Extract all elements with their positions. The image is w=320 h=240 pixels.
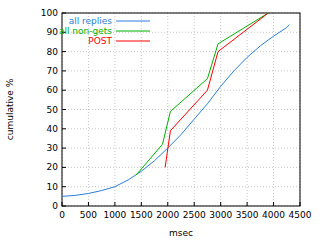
grid-line	[62, 148, 300, 149]
tick-label: 1000	[103, 210, 126, 220]
tick-label: 2000	[156, 210, 179, 220]
tick-label: 10	[47, 182, 59, 192]
tick-label: 60	[47, 85, 59, 95]
tick-label: 500	[80, 210, 97, 220]
tick	[62, 128, 66, 129]
tick-label: 70	[47, 66, 59, 76]
tick-label: 0	[52, 201, 58, 211]
tick	[62, 167, 66, 168]
grid-line	[273, 13, 274, 206]
legend-label: POST	[88, 36, 112, 46]
grid-line	[62, 186, 300, 187]
legend-label: all non-gets	[59, 26, 112, 36]
grid-line	[114, 13, 115, 206]
tick	[62, 90, 66, 91]
tick	[194, 202, 195, 206]
tick-label: 2500	[183, 210, 206, 220]
grid-line	[62, 167, 300, 168]
tick-label: 90	[47, 27, 59, 37]
tick-label: 80	[47, 47, 59, 57]
grid-line	[167, 13, 168, 206]
tick	[273, 202, 274, 206]
tick-label: 40	[47, 124, 59, 134]
tick	[167, 202, 168, 206]
tick-label: 4000	[262, 210, 285, 220]
tick	[62, 51, 66, 52]
legend-swatch	[116, 41, 150, 42]
tick	[62, 148, 66, 149]
legend-label: all replies	[69, 16, 113, 26]
tick-label: 20	[47, 162, 59, 172]
grid-line	[62, 51, 300, 52]
tick-label: 100	[41, 8, 58, 18]
tick	[62, 70, 66, 71]
plot-frame	[62, 13, 300, 206]
tick-label: 4500	[289, 210, 312, 220]
legend-swatch	[116, 21, 150, 22]
series-line	[136, 13, 268, 175]
grid-line	[141, 13, 142, 206]
grid-line	[62, 128, 300, 129]
tick-label: 30	[47, 143, 59, 153]
tick	[114, 202, 115, 206]
grid-line	[62, 90, 300, 91]
series-group	[62, 13, 289, 196]
tick	[62, 109, 66, 110]
y-axis-label: cumulative %	[5, 78, 15, 140]
chart: 0102030405060708090100050010001500200025…	[0, 0, 320, 240]
series-line	[62, 25, 289, 197]
series-line	[165, 13, 268, 167]
grid-line	[62, 109, 300, 110]
grid-line	[247, 13, 248, 206]
tick-label: 1500	[130, 210, 153, 220]
grid-line	[194, 13, 195, 206]
x-axis-label: msec	[169, 228, 193, 238]
tick	[141, 202, 142, 206]
tick-label: 3000	[209, 210, 232, 220]
tick-label: 3500	[236, 210, 259, 220]
tick	[88, 202, 89, 206]
tick	[220, 202, 221, 206]
grid-line	[62, 70, 300, 71]
tick	[62, 186, 66, 187]
tick	[247, 202, 248, 206]
tick-label: 50	[47, 105, 59, 115]
tick-label: 0	[59, 210, 65, 220]
legend-swatch	[116, 31, 150, 32]
